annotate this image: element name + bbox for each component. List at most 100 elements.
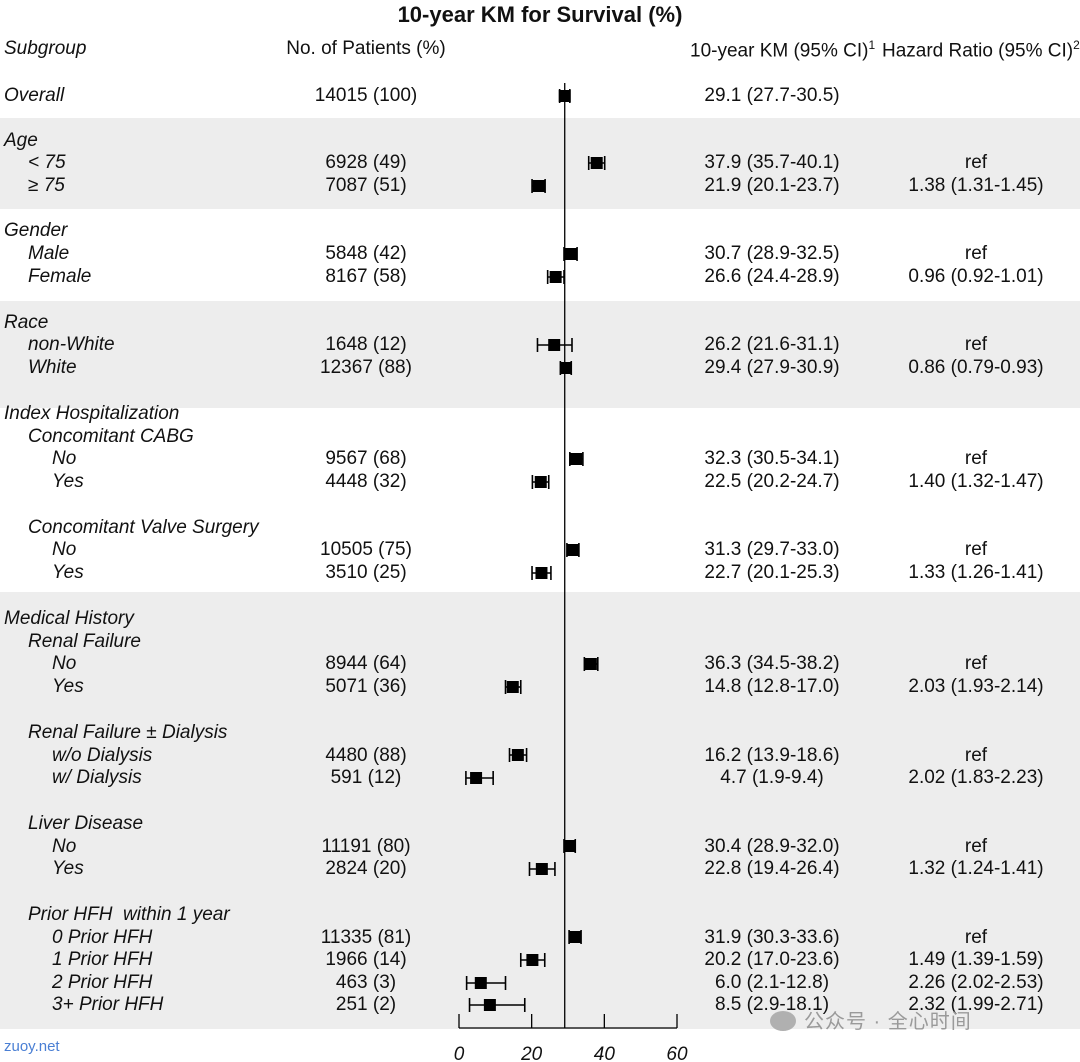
group-label-age: Age	[4, 130, 38, 151]
row-label: ≥ 75	[28, 175, 65, 196]
group-label-index-hospitalization: Index Hospitalization	[4, 403, 180, 424]
row-patients: 5071 (36)	[325, 676, 407, 697]
row-hr: ref	[964, 539, 988, 560]
row-label: 3+ Prior HFH	[52, 994, 164, 1015]
row-hr: ref	[964, 745, 988, 766]
x-tick-label: 40	[594, 1044, 616, 1062]
row-label: 2 Prior HFH	[52, 972, 153, 993]
point-estimate	[563, 840, 576, 852]
header-patients: No. of Patients (%)	[286, 38, 446, 59]
subgroup-label-cabg: Concomitant CABG	[28, 426, 194, 447]
row-label: w/o Dialysis	[52, 745, 153, 766]
row-km: 29.1 (27.7-30.5)	[704, 85, 840, 106]
point-estimate	[584, 658, 597, 670]
row-patients: 11335 (81)	[320, 927, 412, 948]
row-patients: 251 (2)	[335, 994, 397, 1015]
x-tick-label: 20	[520, 1044, 543, 1062]
point-estimate	[483, 999, 496, 1011]
row-hr: 2.03 (1.93-2.14)	[908, 676, 1044, 697]
point-estimate	[558, 90, 571, 102]
point-estimate	[506, 681, 519, 693]
watermark-right: 公众号 · 全心时间	[770, 1005, 972, 1034]
row-label: Yes	[52, 562, 84, 583]
band-age	[0, 118, 1080, 209]
point-estimate	[534, 476, 547, 488]
row-hr: 0.86 (0.79-0.93)	[908, 357, 1044, 378]
row-km: 26.2 (21.6-31.1)	[704, 334, 840, 355]
point-estimate	[535, 863, 548, 875]
row-patients: 591 (12)	[330, 767, 402, 788]
watermark-left: zuoy.net	[4, 1038, 60, 1055]
row-km: 6.0 (2.1-12.8)	[714, 972, 830, 993]
row-km: 22.8 (19.4-26.4)	[704, 858, 840, 879]
row-patients: 1966 (14)	[325, 949, 407, 970]
row-label: < 75	[28, 152, 66, 173]
point-estimate	[548, 339, 561, 351]
watermark-right-text: 公众号 · 全心时间	[804, 1011, 972, 1033]
row-label: No	[52, 448, 77, 469]
row-hr: ref	[964, 334, 988, 355]
row-label: Male	[28, 243, 70, 264]
row-hr: 2.32 (1.99-2.71)	[908, 994, 1044, 1015]
row-label: 0 Prior HFH	[52, 927, 153, 948]
row-hr: 1.32 (1.24-1.41)	[908, 858, 1044, 879]
point-estimate	[526, 954, 539, 966]
point-estimate	[568, 931, 581, 943]
row-label: non-White	[28, 334, 115, 355]
point-estimate	[564, 248, 577, 260]
row-km: 4.7 (1.9-9.4)	[720, 767, 824, 788]
row-patients: 11191 (80)	[321, 836, 411, 857]
row-patients: 10505 (75)	[320, 539, 412, 560]
row-km: 21.9 (20.1-23.7)	[704, 175, 840, 196]
row-label: Yes	[52, 676, 84, 697]
subgroup-label-renal-failure: Renal Failure	[28, 631, 141, 652]
band-race	[0, 301, 1080, 408]
point-estimate	[535, 567, 548, 579]
header-km: 10-year KM (95% CI)1	[690, 38, 876, 62]
row-label: Female	[28, 266, 92, 287]
band-medical-history	[0, 592, 1080, 1029]
row-patients: 463 (3)	[335, 972, 397, 993]
row-patients: 8167 (58)	[325, 266, 407, 287]
wechat-icon	[770, 1011, 796, 1031]
subgroup-label-prior-hfh: Prior HFH within 1 year	[28, 904, 230, 925]
row-km: 22.7 (20.1-25.3)	[704, 562, 840, 583]
row-patients: 8944 (64)	[325, 653, 407, 674]
row-label: White	[28, 357, 77, 378]
row-hr: 2.02 (1.83-2.23)	[908, 767, 1044, 788]
row-km: 31.9 (30.3-33.6)	[704, 927, 840, 948]
row-km: 26.6 (24.4-28.9)	[704, 266, 840, 287]
point-estimate	[511, 749, 524, 761]
row-label: No	[52, 539, 77, 560]
subgroup-label-dialysis: Renal Failure ± Dialysis	[28, 722, 228, 743]
row-label: w/ Dialysis	[52, 767, 142, 788]
group-label-gender: Gender	[4, 220, 68, 241]
row-km: 20.2 (17.0-23.6)	[704, 949, 840, 970]
row-patients: 7087 (51)	[325, 175, 407, 196]
row-km: 37.9 (35.7-40.1)	[704, 152, 840, 173]
row-patients: 12367 (88)	[320, 357, 412, 378]
point-estimate	[570, 453, 583, 465]
row-label: No	[52, 653, 77, 674]
row-label: Overall	[4, 85, 65, 106]
row-km: 16.2 (13.9-18.6)	[704, 745, 840, 766]
point-estimate	[559, 362, 572, 374]
row-patients: 4480 (88)	[325, 745, 407, 766]
row-label: Yes	[52, 858, 84, 879]
subgroup-label-liver-disease: Liver Disease	[28, 813, 144, 834]
row-patients: 2824 (20)	[325, 858, 407, 879]
row-hr: 2.26 (2.02-2.53)	[908, 972, 1044, 993]
chart-title: 10-year KM for Survival (%)	[397, 2, 683, 27]
row-hr: 1.33 (1.26-1.41)	[908, 562, 1044, 583]
point-estimate	[474, 977, 487, 989]
row-hr: 1.38 (1.31-1.45)	[908, 175, 1044, 196]
group-label-race: Race	[4, 312, 49, 333]
row-km: 32.3 (30.5-34.1)	[704, 448, 840, 469]
subgroup-label-valve-surgery: Concomitant Valve Surgery	[28, 517, 259, 538]
row-km: 30.4 (28.9-32.0)	[704, 836, 840, 857]
header-hr-footnote: 2	[1073, 38, 1080, 52]
row-hr: 0.96 (0.92-1.01)	[908, 266, 1044, 287]
row-hr: ref	[964, 836, 988, 857]
point-estimate	[532, 180, 545, 192]
